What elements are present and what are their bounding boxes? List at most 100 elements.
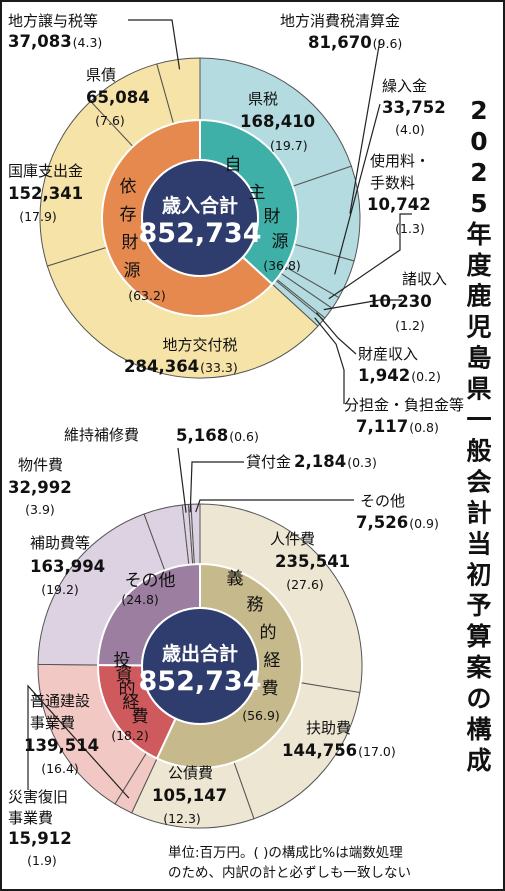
- note-line-1: 単位:百万円。( )の構成比%は端数処理: [168, 845, 403, 861]
- revenue-label-name: 国庫支出金: [8, 162, 83, 180]
- expenditure-label-name: 普通建設: [30, 692, 90, 710]
- title-char: 年: [466, 220, 491, 249]
- revenue-label-pct: (7.6): [95, 113, 125, 128]
- revenue-label-name: 諸収入: [402, 270, 447, 288]
- leader-buntankin: [314, 317, 345, 404]
- expenditure-label-name: 公債費: [168, 764, 213, 782]
- group-label-jishu: 自: [225, 155, 242, 175]
- revenue-label-value: 37,083(4.3): [8, 32, 102, 51]
- revenue-label-name: 県債: [86, 66, 116, 84]
- group-label-gimu: 義: [227, 569, 244, 589]
- group-label-gimu: 費: [262, 679, 279, 699]
- revenue-label-val: 152,341: [8, 184, 83, 203]
- revenue-label-pct: (17.9): [19, 209, 57, 224]
- leader-jouyozei: [128, 19, 181, 70]
- revenue-label-pct: (1.3): [395, 221, 425, 236]
- revenue-label-pct: (4.0): [395, 122, 425, 137]
- revenue-label-name: 地方消費税清算金: [280, 12, 400, 30]
- leader-shohizei: [349, 39, 381, 214]
- expenditure-label-pct: (16.4): [41, 761, 79, 776]
- expenditure-label-name: 事業費: [30, 714, 75, 732]
- revenue-label-value: 7,117(0.8): [356, 417, 439, 436]
- revenue-label-name: 繰入金: [382, 77, 427, 95]
- title-char: 算: [466, 622, 491, 651]
- expenditure-label-name: 物件費: [18, 456, 63, 474]
- revenue-label-name: 地方譲与税等: [8, 12, 98, 30]
- title-char: 会: [466, 467, 491, 496]
- title-char: 案: [465, 653, 492, 682]
- revenue-label-name: 分担金・負担金等: [344, 396, 464, 414]
- group-label-gimu: 務: [247, 595, 264, 615]
- group-pct-jishu: (36.8): [263, 258, 301, 273]
- expenditure-label-name: その他: [360, 492, 405, 510]
- title-char: 一: [466, 406, 491, 435]
- expenditure-label-pct: (1.9): [27, 853, 57, 868]
- group-label-toshi: 資: [116, 665, 133, 685]
- expenditure-label-name: 補助費等: [30, 534, 90, 552]
- expenditure-label-name: 事業費: [8, 809, 53, 827]
- group-pct-sonota: (24.8): [121, 592, 159, 607]
- title-char: 成: [466, 746, 491, 775]
- expenditure-label-val: 163,994: [30, 557, 105, 576]
- title-char: 構: [466, 715, 491, 744]
- expenditure-label-name: 維持補修費: [64, 426, 139, 444]
- title-char: 島: [466, 344, 491, 373]
- revenue-label-val: 10,230: [368, 292, 432, 311]
- leader-ijihoshu: [177, 447, 187, 513]
- group-label-toshi: 費: [132, 707, 149, 727]
- group-label-gimu: 経: [264, 651, 281, 671]
- expenditure-center-disc: [141, 607, 259, 725]
- group-label-toshi: 経: [123, 693, 140, 713]
- title-char: 初: [466, 560, 491, 589]
- note-line-2: のため、内訳の計と必ずしも一致しない: [168, 865, 411, 881]
- revenue-label-name: 使用料・: [370, 152, 430, 170]
- revenue-label-pct: (19.7): [270, 138, 308, 153]
- group-pct-gimu: (56.9): [242, 708, 280, 723]
- revenue-center-disc: [141, 159, 259, 277]
- revenue-label-val: 33,752: [382, 98, 446, 117]
- title-char: 5: [470, 189, 487, 218]
- revenue-label-val: 168,410: [240, 112, 315, 131]
- expenditure-label-val: 32,992: [8, 478, 72, 497]
- group-label-izon: 存: [120, 205, 137, 225]
- revenue-label-name: 手数料: [370, 174, 415, 192]
- revenue-label-value: 284,364(33.3): [124, 357, 238, 376]
- leader-shoshunyu: [323, 299, 402, 311]
- leader-kurikomi: [334, 103, 381, 275]
- expenditure-label-name: 貸付金: [246, 453, 291, 471]
- title-char: 般: [466, 436, 491, 465]
- expenditure-label-pct: (3.9): [25, 502, 55, 517]
- group-pct-toshi: (18.2): [111, 728, 149, 743]
- title-char: 度: [466, 251, 491, 280]
- revenue-label-pct: (1.2): [395, 318, 425, 333]
- title-char: 当: [466, 529, 491, 558]
- expenditure-label-name: 扶助費: [306, 719, 351, 737]
- leader-sonota: [195, 499, 354, 513]
- expenditure-label-name: 人件費: [270, 530, 315, 548]
- leader-shiyoryo: [328, 213, 412, 300]
- revenue-label-val: 65,084: [86, 88, 150, 107]
- leader-kashitsuke: [189, 461, 244, 513]
- title-char: 2: [470, 96, 487, 125]
- title-char: 0: [470, 127, 487, 156]
- revenue-label-name: 県税: [248, 90, 278, 108]
- revenue-label-val: 10,742: [367, 195, 431, 214]
- expenditure-label-val: 139,514: [24, 736, 99, 755]
- expenditure-label-value: 2,184(0.3): [294, 452, 377, 471]
- group-label-toshi: 投: [114, 651, 131, 671]
- revenue-total: 852,734: [139, 218, 262, 249]
- group-label-jishu: 財: [264, 207, 281, 227]
- title-char: 計: [466, 498, 491, 527]
- title-char: の: [466, 684, 491, 713]
- title-char: 予: [466, 591, 491, 620]
- revenue-center-label: 歳入合計: [162, 194, 238, 217]
- revenue-label-value: 1,942(0.2): [358, 366, 441, 385]
- revenue-label-name: 財産収入: [358, 345, 418, 363]
- title-char: 2: [470, 158, 487, 187]
- leader-saigai: [27, 684, 130, 799]
